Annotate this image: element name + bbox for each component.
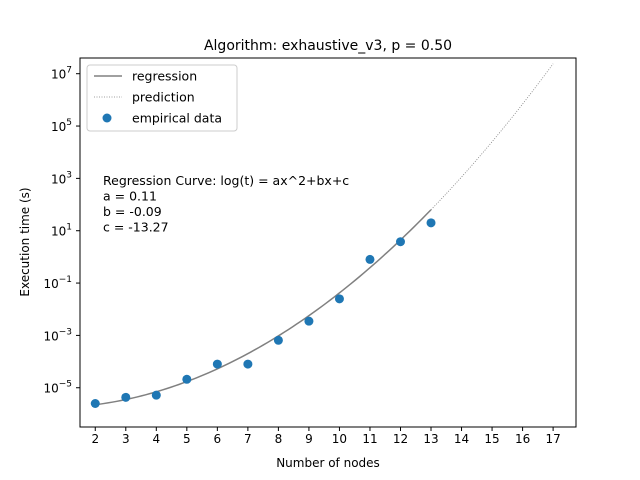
data-point (212, 359, 222, 369)
y-tick-label: 10−1 (43, 275, 72, 291)
y-tick-label: 105 (51, 118, 72, 134)
annotation-line: a = 0.11 (103, 189, 157, 204)
legend: regression prediction empirical data (86, 64, 238, 132)
data-point (90, 399, 100, 408)
y-tick-label: 10−3 (43, 327, 72, 343)
regression-curve (95, 209, 432, 406)
legend-label: empirical data (132, 111, 222, 126)
x-axis: 2 3 4 5 6 7 8 9 10 11 12 13 14 15 16 17 (91, 427, 561, 446)
legend-box (86, 64, 238, 132)
x-tick-label: 4 (152, 432, 160, 446)
x-tick-label: 11 (362, 432, 377, 446)
plot-frame (79, 57, 577, 428)
y-axis-label: Execution time (s) (18, 187, 32, 296)
annotation-line: b = -0.09 (103, 204, 162, 219)
data-point (426, 218, 436, 228)
y-tick-label: 107 (51, 66, 72, 82)
legend-marker-swatch (102, 113, 112, 123)
prediction-curve (430, 63, 554, 211)
x-tick-label: 10 (332, 432, 347, 446)
x-tick-label: 17 (545, 432, 560, 446)
annotation: Regression Curve: log(t) = ax^2+bx+ca = … (103, 173, 349, 235)
x-tick-label: 16 (515, 432, 530, 446)
x-tick-label: 7 (244, 432, 252, 446)
data-point (243, 359, 253, 369)
x-tick-label: 5 (183, 432, 191, 446)
x-tick-label: 2 (91, 432, 99, 446)
legend-label: regression (132, 69, 197, 84)
x-tick-label: 6 (214, 432, 222, 446)
x-tick-label: 8 (275, 432, 283, 446)
data-point (334, 294, 344, 304)
data-point (365, 254, 375, 264)
y-tick-label: 10−5 (43, 380, 72, 396)
legend-label: prediction (132, 90, 195, 105)
data-point (151, 390, 161, 400)
annotation-line: c = -13.27 (103, 220, 169, 235)
data-point (182, 374, 192, 384)
x-axis-label: Number of nodes (276, 456, 380, 470)
annotation-line: Regression Curve: log(t) = ax^2+bx+c (103, 173, 349, 188)
chart-title: Algorithm: exhaustive_v3, p = 0.50 (204, 38, 452, 54)
x-tick-label: 12 (393, 432, 408, 446)
y-tick-label: 103 (51, 170, 72, 186)
plot-content (90, 63, 554, 408)
x-tick-label: 14 (454, 432, 469, 446)
y-tick-label: 101 (51, 223, 72, 239)
data-point (395, 237, 405, 247)
x-tick-label: 13 (423, 432, 438, 446)
data-point (121, 392, 131, 402)
x-tick-label: 15 (484, 432, 499, 446)
x-tick-label: 9 (305, 432, 313, 446)
x-tick-label: 3 (122, 432, 130, 446)
data-point (304, 316, 314, 326)
data-point (273, 335, 283, 345)
y-axis: 10−5 10−3 10−1 101 103 105 107 (43, 66, 80, 396)
